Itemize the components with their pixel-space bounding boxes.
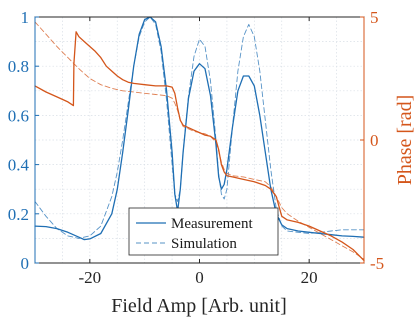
- plot-series: [34, 16, 365, 262]
- left-axis-tick-label: 0.2: [8, 205, 29, 224]
- legend-box: [128, 207, 279, 256]
- left-axis: 0 0.2 0.4 0.6 0.8 1: [8, 8, 39, 273]
- left-axis-tick-label: 0.4: [8, 156, 30, 175]
- right-axis-title: Phase [rad]: [394, 95, 416, 186]
- series-line-1: [34, 16, 365, 239]
- right-axis: -5 0 5: [360, 8, 384, 273]
- legend: Measurement Simulation: [128, 207, 279, 256]
- series-line-0: [34, 16, 365, 241]
- x-axis: -20 0 20: [78, 17, 318, 287]
- left-axis-tick-label: 0.6: [8, 106, 29, 125]
- x-axis-tick-label: -20: [78, 268, 101, 287]
- legend-label-simulation: Simulation: [171, 236, 237, 252]
- left-axis-tick-label: 0: [21, 254, 30, 273]
- series-line-2: [34, 31, 365, 262]
- right-axis-tick-label: 5: [370, 8, 379, 27]
- x-axis-tick-label: 20: [301, 268, 318, 287]
- legend-label-measurement: Measurement: [171, 216, 253, 232]
- left-axis-tick-label: 1: [21, 8, 30, 27]
- series-line-3: [34, 21, 365, 260]
- right-axis-tick-label: -5: [370, 254, 384, 273]
- x-axis-title: Field Amp [Arb. unit]: [111, 295, 287, 317]
- x-axis-tick-label: 0: [195, 268, 204, 287]
- right-axis-tick-label: 0: [370, 131, 379, 150]
- left-axis-tick-label: 0.8: [8, 57, 29, 76]
